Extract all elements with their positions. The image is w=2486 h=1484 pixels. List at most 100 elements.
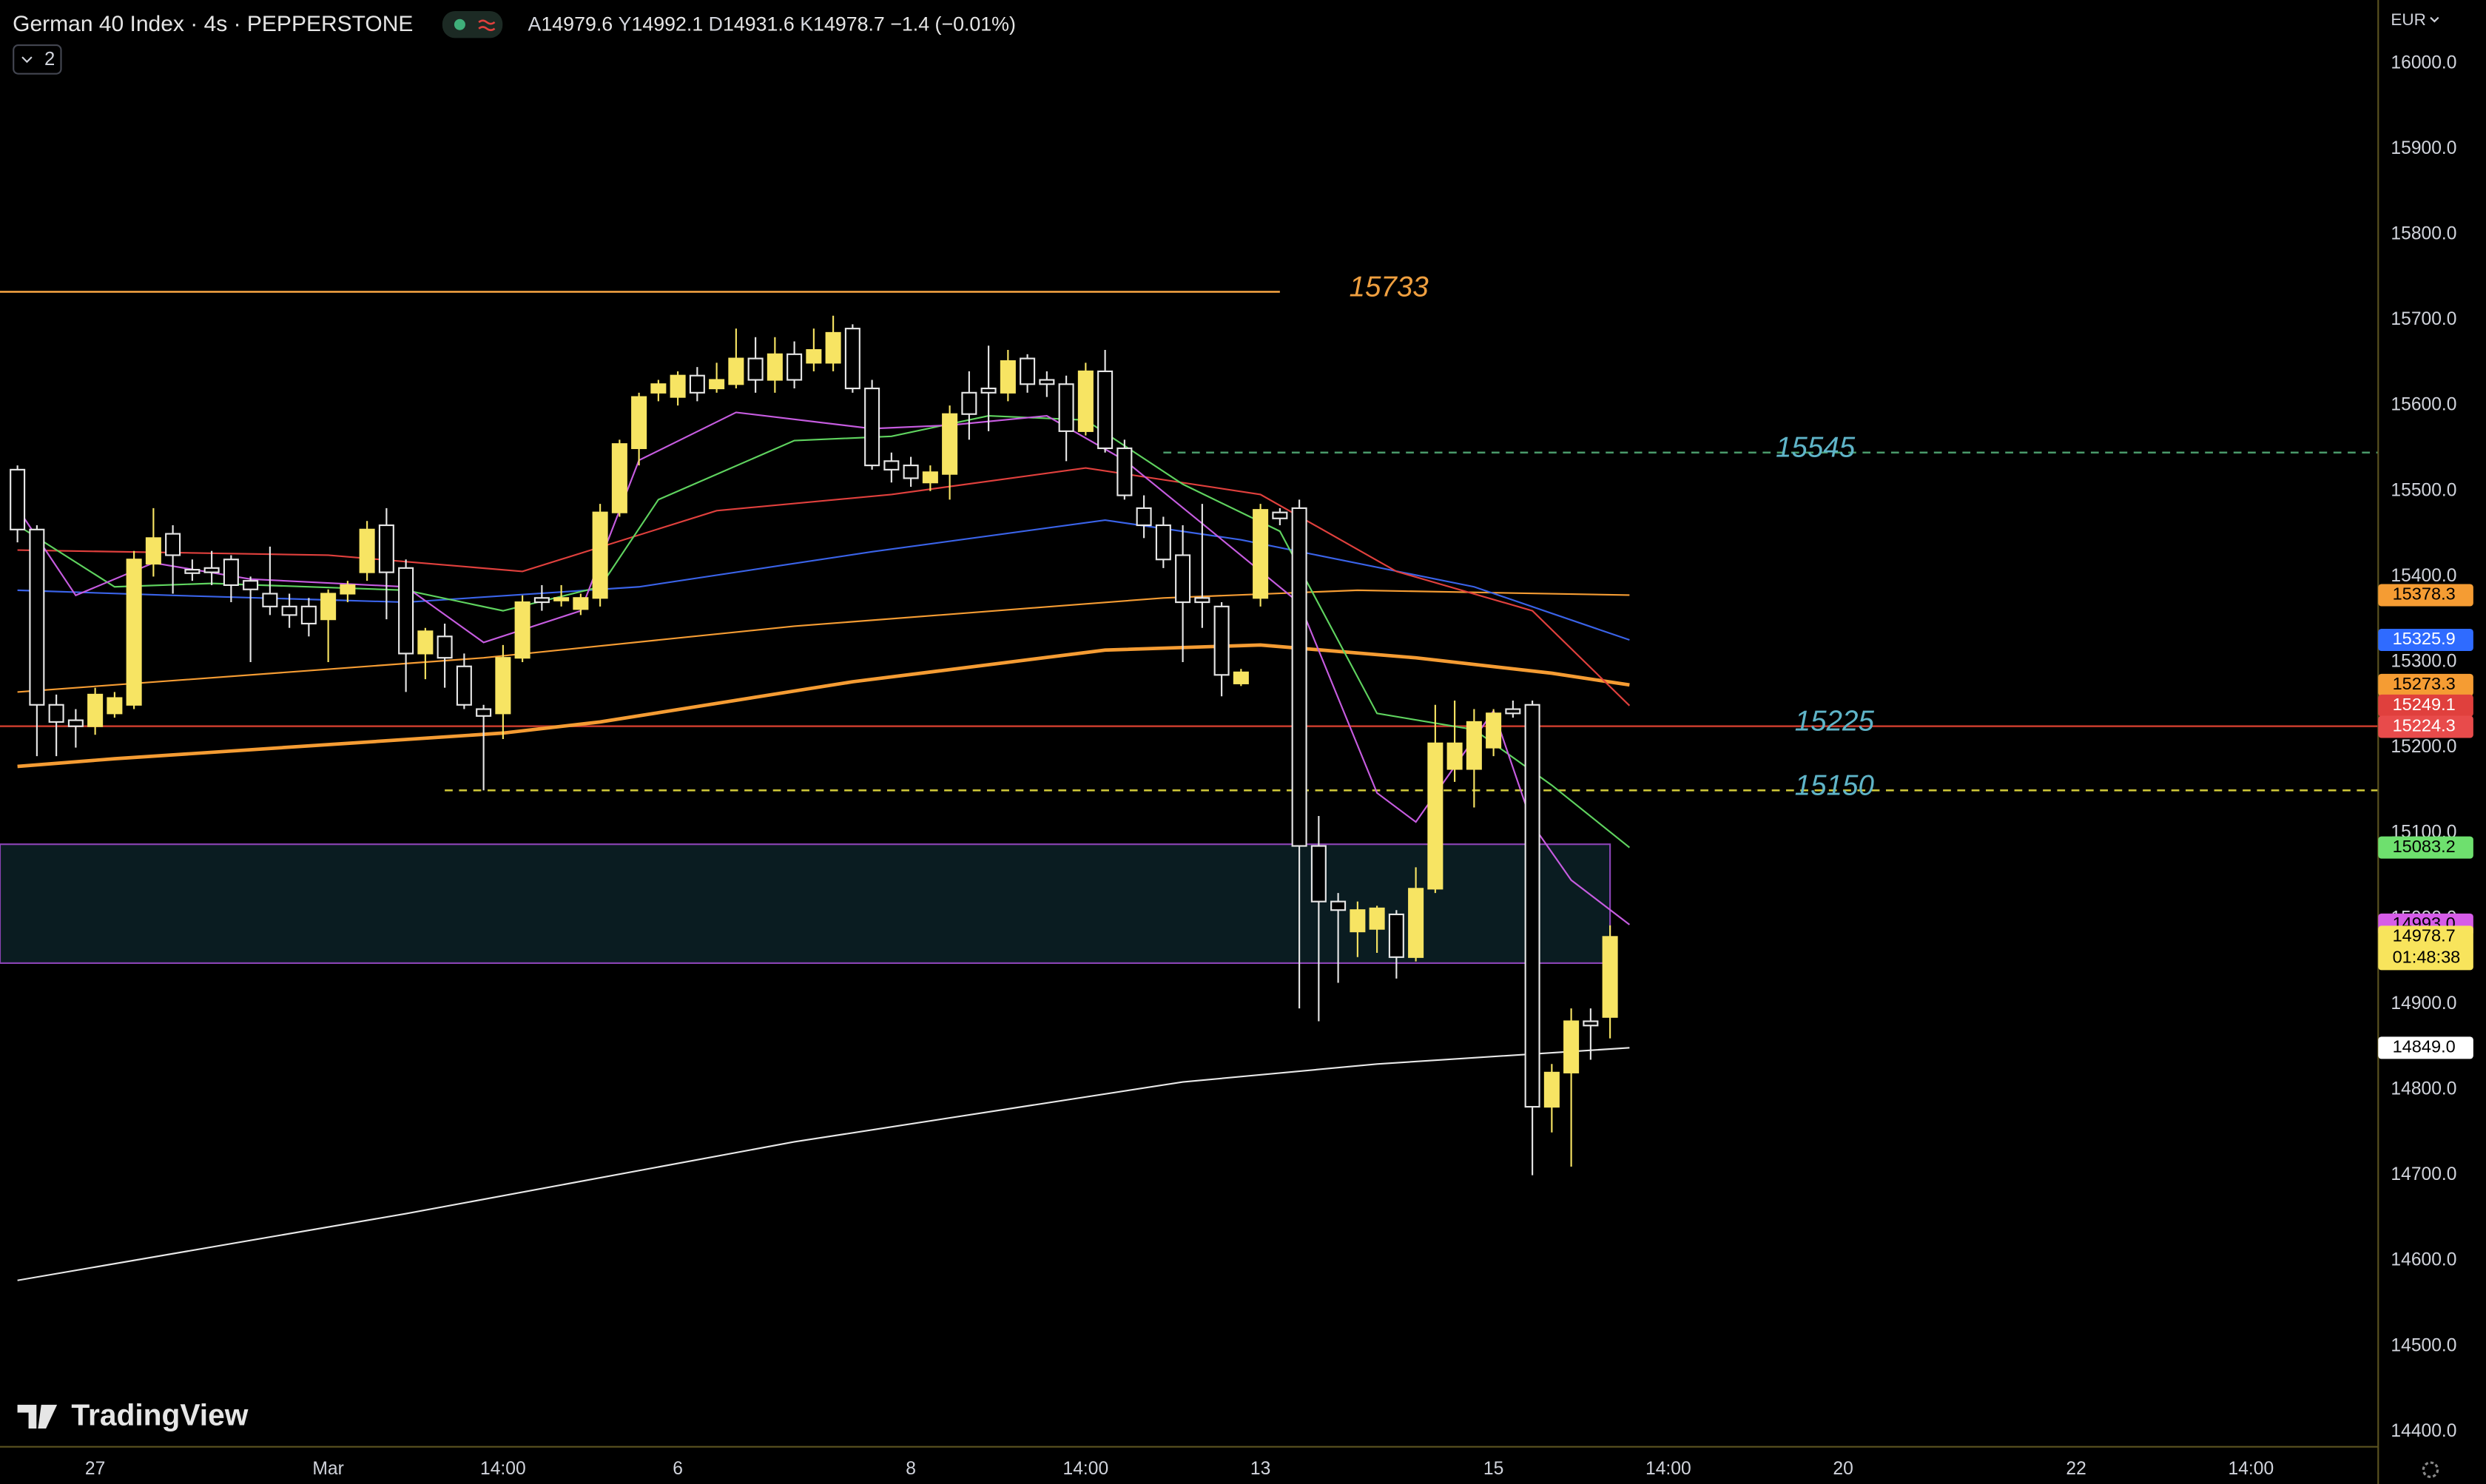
candle: [476, 704, 492, 791]
candle-body: [1155, 524, 1171, 561]
price-tag-label: 15249.1: [2393, 695, 2456, 714]
candle: [437, 623, 453, 688]
ohlc-key: A: [528, 13, 542, 35]
candle: [495, 644, 511, 740]
indicator-toggle[interactable]: [13, 44, 62, 75]
price-tag-label: 14849.0: [2393, 1037, 2456, 1056]
status-pill: [442, 11, 503, 38]
candle-body: [689, 374, 705, 394]
candle: [1039, 371, 1055, 397]
candle: [1155, 516, 1171, 568]
x-tick-label: 27: [85, 1459, 105, 1479]
candle: [728, 328, 744, 389]
candle: [689, 367, 705, 402]
candle-body: [417, 630, 434, 655]
candle: [184, 559, 201, 581]
candle: [378, 507, 394, 620]
candle-body: [806, 348, 822, 364]
y-tick-label: 16000.0: [2391, 53, 2456, 72]
candle-body: [747, 357, 764, 381]
candle: [1175, 525, 1191, 662]
candle-body: [728, 357, 744, 385]
candle-body: [87, 693, 104, 727]
candle-body: [1194, 597, 1210, 604]
candle: [709, 362, 725, 393]
candle: [573, 593, 589, 615]
candle-body: [495, 657, 511, 715]
logo-icon: [17, 1404, 58, 1429]
candle: [145, 507, 161, 577]
candle: [359, 521, 375, 581]
candle: [1446, 700, 1463, 782]
candle: [1466, 709, 1482, 808]
price-tag-label: 15224.3: [2393, 716, 2456, 735]
candle-body: [1310, 845, 1327, 903]
candle-body: [184, 569, 201, 574]
candle-body: [1039, 379, 1055, 385]
y-tick-label: 15300.0: [2391, 651, 2456, 671]
candle: [1213, 602, 1230, 697]
candle-body: [398, 567, 414, 655]
chevron: [2430, 16, 2439, 23]
candle-body: [1175, 554, 1191, 604]
candle: [1058, 375, 1074, 462]
candle: [631, 392, 647, 466]
x-tick-label: 14:00: [480, 1459, 526, 1479]
axes: 14400.0 14500.0 14600.0 14700.0 14800.0 14900…: [85, 53, 2473, 1479]
candle-body: [825, 331, 841, 364]
candle-body: [165, 533, 181, 556]
candle-body: [650, 383, 667, 394]
candle-body: [320, 593, 337, 621]
candle: [1272, 507, 1288, 526]
y-tick-label: 15800.0: [2391, 223, 2456, 243]
price-tag: [2378, 629, 2473, 652]
candle-body: [1291, 507, 1307, 847]
candle-body: [670, 374, 686, 398]
candle-body: [262, 593, 278, 607]
candle-body: [611, 443, 627, 513]
y-tick-label: 14500.0: [2391, 1335, 2456, 1355]
candle-body: [942, 413, 958, 475]
candle-body: [1253, 509, 1269, 599]
x-tick-label: Mar: [312, 1459, 343, 1479]
candle-body: [553, 597, 570, 601]
level-label: 15150: [1795, 769, 1875, 801]
y-tick-label: 15500.0: [2391, 480, 2456, 500]
candle-body: [145, 537, 161, 565]
currency[interactable]: EUR: [2391, 10, 2426, 29]
candle: [417, 627, 434, 680]
level-label: 15225: [1795, 706, 1875, 738]
y-tick-label: 15200.0: [2391, 737, 2456, 757]
candle: [922, 465, 938, 491]
y-tick-label: 15700.0: [2391, 309, 2456, 329]
x-tick-label: 15: [1483, 1459, 1503, 1479]
candle: [980, 345, 997, 431]
settings-icon[interactable]: [2422, 1461, 2439, 1478]
candle-body: [514, 601, 530, 659]
x-tick-label: 6: [673, 1459, 683, 1479]
candle-body: [533, 597, 550, 604]
countdown: 01:48:38: [2393, 948, 2461, 967]
candle-body: [223, 559, 239, 587]
ohlc-key: K: [800, 13, 813, 35]
level-label: 15545: [1776, 432, 1856, 464]
price-tag: [2378, 694, 2473, 717]
y-tick-label: 14700.0: [2391, 1164, 2456, 1184]
candle-body: [767, 353, 783, 381]
candle: [10, 465, 26, 543]
candle: [1233, 669, 1249, 687]
candle: [1020, 354, 1036, 393]
watermark: TradingView: [71, 1398, 248, 1432]
y-tick-label: 14400.0: [2391, 1421, 2456, 1441]
candle-body: [203, 567, 220, 573]
candle: [786, 341, 803, 389]
candle-body: [1543, 1071, 1560, 1108]
candle-body: [456, 665, 472, 706]
candle: [1291, 499, 1307, 1009]
candle-body: [1388, 913, 1404, 958]
candle: [883, 452, 900, 483]
candle-body: [903, 465, 919, 479]
candle-body: [340, 584, 356, 595]
candle-body: [1350, 909, 1366, 933]
